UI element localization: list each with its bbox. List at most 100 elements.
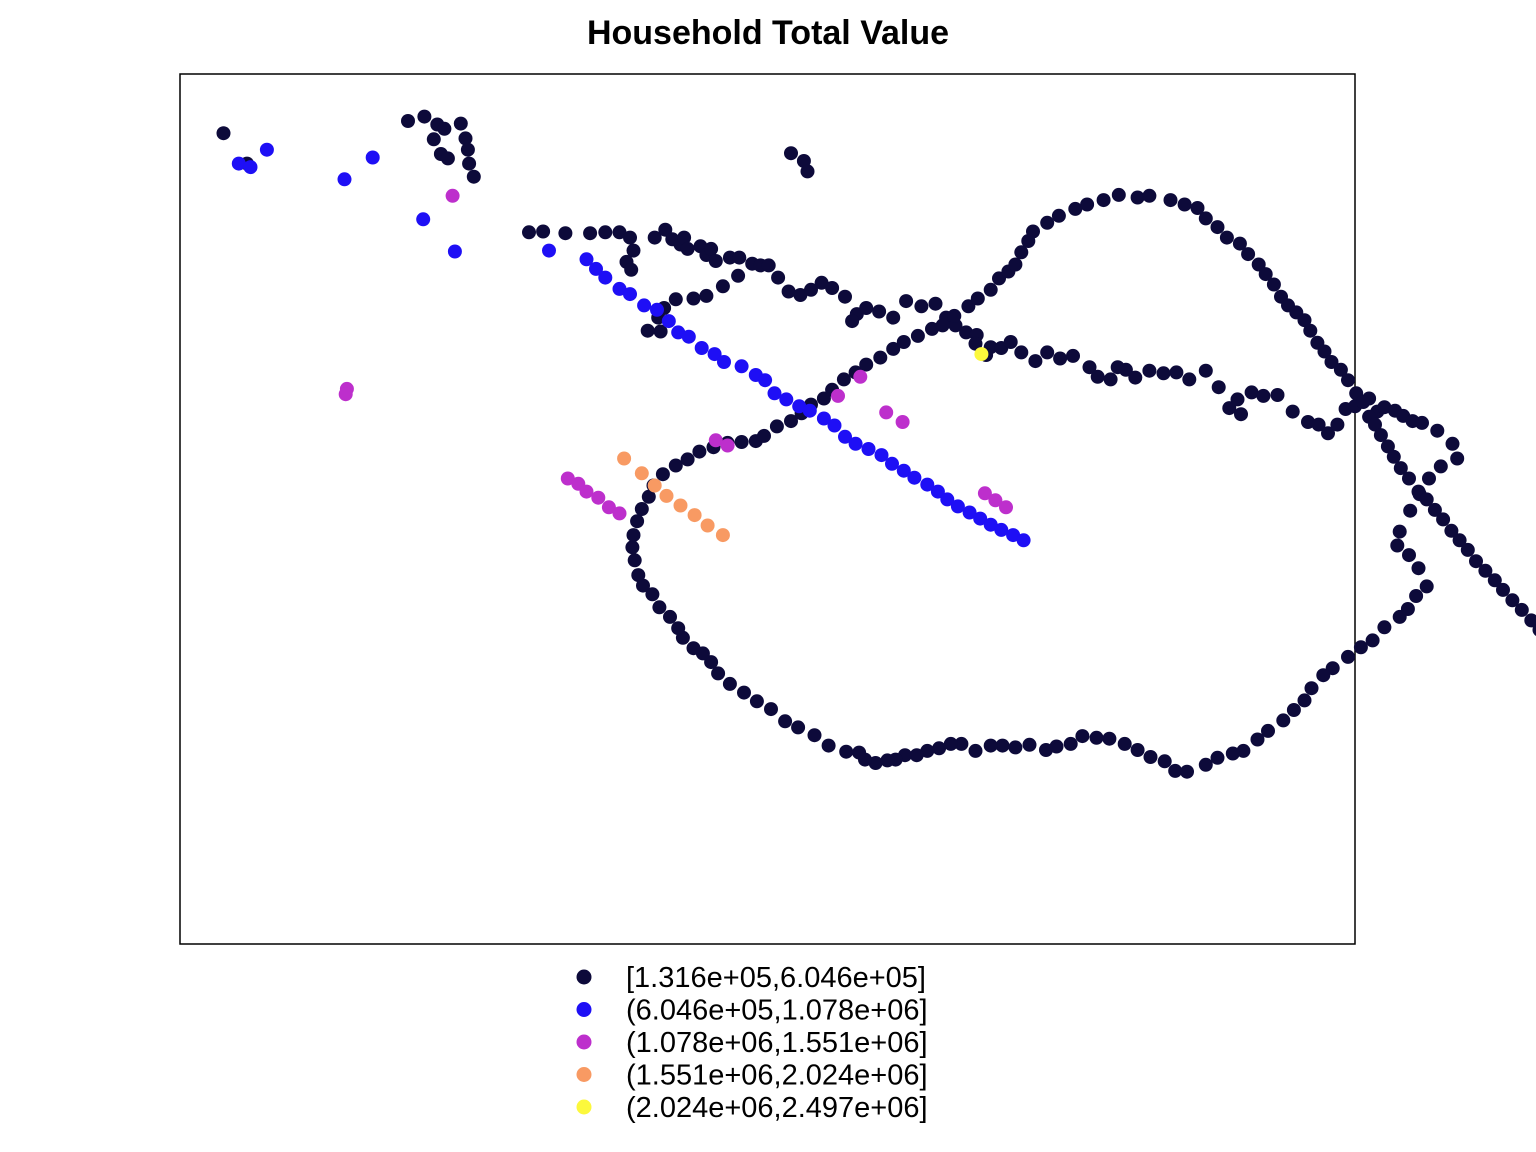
data-point-class-0 — [983, 738, 998, 753]
data-point-class-0 — [1256, 388, 1271, 403]
data-point-class-0 — [1444, 523, 1459, 538]
data-point-class-0 — [1450, 451, 1465, 466]
data-point-class-0 — [764, 702, 778, 717]
data-point-class-0 — [1419, 579, 1434, 594]
data-point-class-0 — [1368, 417, 1382, 432]
data-point-class-3 — [617, 451, 632, 466]
data-point-class-0 — [959, 325, 974, 340]
data-point-class-0 — [749, 694, 764, 709]
data-point-class-0 — [781, 284, 796, 299]
data-point-class-0 — [1096, 193, 1111, 208]
data-point-class-0 — [731, 268, 746, 283]
data-point-class-2 — [831, 388, 845, 403]
data-point-class-0 — [668, 292, 683, 307]
data-point-class-3 — [700, 518, 715, 533]
data-point-class-0 — [868, 756, 883, 770]
data-point-class-1 — [838, 429, 852, 444]
data-point-class-0 — [1040, 345, 1055, 360]
data-point-class-0 — [1169, 365, 1184, 380]
legend-label-3: (1.551e+06,2.024e+06] — [626, 1060, 928, 1092]
data-point-class-0 — [1258, 267, 1273, 282]
data-point-class-3 — [715, 528, 730, 543]
data-point-class-0 — [626, 243, 641, 258]
data-point-class-0 — [1008, 257, 1023, 272]
data-point-class-1 — [259, 142, 274, 157]
data-point-class-2 — [560, 471, 575, 486]
data-point-class-0 — [983, 282, 998, 297]
data-point-class-0 — [522, 225, 536, 240]
data-point-class-0 — [1341, 373, 1355, 388]
data-point-class-0 — [899, 294, 914, 309]
data-point-class-0 — [1163, 193, 1178, 208]
data-point-class-0 — [1190, 201, 1205, 215]
data-point-class-0 — [1244, 385, 1259, 400]
data-point-class-1 — [637, 298, 652, 313]
data-point-class-3 — [659, 488, 674, 503]
data-point-class-0 — [1303, 323, 1318, 338]
data-point-class-0 — [1003, 335, 1018, 349]
data-point-class-0 — [1130, 190, 1145, 205]
data-point-class-0 — [1063, 736, 1078, 751]
data-point-class-1 — [907, 470, 922, 485]
data-point-class-1 — [589, 261, 603, 276]
data-point-class-0 — [886, 310, 901, 325]
data-point-class-0 — [1080, 197, 1095, 212]
data-point-class-0 — [1333, 362, 1348, 377]
data-point-class-0 — [1143, 750, 1158, 764]
data-point-class-0 — [1532, 623, 1536, 636]
data-point-class-0 — [417, 109, 432, 124]
data-point-class-0 — [1411, 561, 1426, 576]
data-point-class-0 — [928, 296, 943, 311]
data-point-class-0 — [1301, 415, 1315, 429]
data-point-class-0 — [1157, 754, 1172, 769]
data-point-class-0 — [636, 578, 650, 593]
data-point-class-0 — [943, 736, 958, 751]
data-point-class-0 — [640, 323, 655, 338]
data-point-class-1 — [848, 436, 863, 451]
data-point-class-0 — [1241, 247, 1256, 262]
data-point-class-0 — [722, 676, 737, 691]
data-point-class-0 — [708, 254, 723, 268]
data-point-class-0 — [458, 131, 473, 146]
data-point-class-0 — [872, 304, 887, 319]
data-point-class-0 — [686, 641, 701, 656]
data-point-class-3 — [673, 498, 688, 513]
data-point-class-2 — [612, 506, 627, 521]
data-point-class-1 — [243, 160, 258, 175]
data-point-class-0 — [821, 738, 836, 753]
data-point-class-2 — [579, 484, 594, 499]
data-point-class-0 — [1297, 693, 1312, 708]
data-point-class-0 — [734, 435, 749, 449]
legend-item-1: (6.046e+05,1.078e+06] — [576, 995, 928, 1027]
legend-label-1: (6.046e+05,1.078e+06] — [626, 995, 928, 1027]
data-point-class-0 — [1460, 542, 1475, 557]
data-point-class-0 — [1321, 426, 1335, 441]
data-point-class-0 — [699, 288, 714, 303]
data-point-class-0 — [1487, 573, 1502, 588]
data-point-class-0 — [1445, 436, 1460, 451]
data-point-class-0 — [1234, 407, 1248, 422]
data-point-class-1 — [734, 359, 749, 374]
data-point-class-0 — [715, 279, 730, 294]
legend-item-4: (2.024e+06,2.497e+06] — [576, 1092, 928, 1124]
data-point-class-0 — [1469, 554, 1483, 569]
data-point-class-0 — [1496, 582, 1510, 597]
data-point-class-0 — [1039, 743, 1053, 757]
data-point-class-0 — [800, 164, 815, 179]
data-point-class-0 — [1392, 524, 1407, 539]
data-point-class-0 — [1198, 363, 1213, 378]
data-point-class-0 — [401, 114, 415, 128]
data-point-class-2 — [999, 500, 1013, 515]
data-point-class-0 — [995, 738, 1010, 753]
data-point-class-0 — [968, 743, 983, 758]
data-point-class-0 — [1392, 609, 1407, 624]
data-point-class-0 — [1266, 277, 1281, 292]
data-point-class-0 — [1297, 313, 1312, 328]
data-point-class-2 — [338, 387, 353, 402]
data-point-class-0 — [624, 262, 639, 277]
data-point-class-1 — [940, 492, 955, 507]
data-point-class-1 — [885, 456, 899, 471]
data-point-class-2 — [988, 493, 1003, 508]
data-point-class-0 — [1422, 471, 1436, 486]
data-point-class-2 — [445, 188, 460, 203]
